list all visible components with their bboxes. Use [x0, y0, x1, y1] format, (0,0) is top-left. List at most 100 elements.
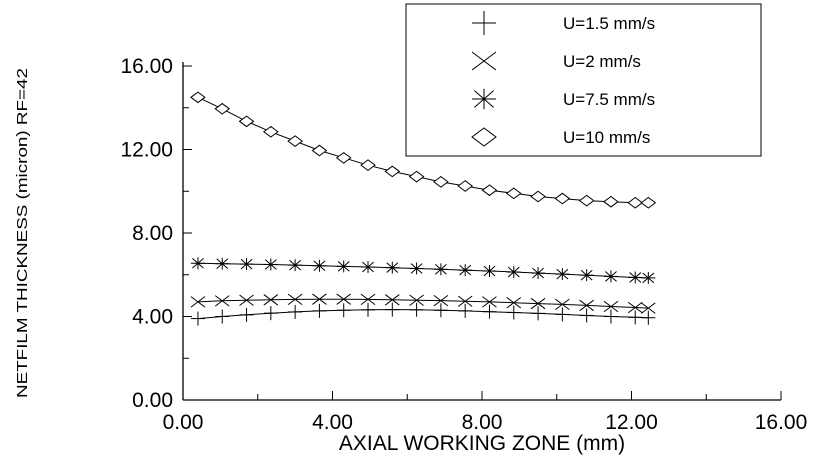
- series-star: [190, 257, 656, 284]
- point-marker: [361, 302, 376, 317]
- point-marker: [433, 294, 449, 307]
- x-stroke: [457, 295, 473, 307]
- series-plus: [190, 302, 656, 326]
- point-marker: [239, 307, 254, 322]
- x-stroke: [384, 294, 400, 306]
- point-marker: [287, 135, 303, 148]
- point-marker: [288, 259, 303, 272]
- x-axis-title: AXIAL WORKING ZONE (mm): [339, 432, 625, 455]
- diamond-shape: [457, 180, 474, 192]
- point-marker: [408, 170, 425, 183]
- legend-item: U=7.5 mm/s: [472, 88, 655, 110]
- point-marker: [385, 261, 400, 274]
- point-marker: [555, 268, 570, 281]
- point-marker: [641, 310, 656, 325]
- point-marker: [579, 299, 594, 312]
- star-d2: [483, 265, 496, 277]
- x-stroke: [603, 300, 619, 313]
- point-marker: [239, 258, 254, 271]
- star-d2: [362, 261, 374, 273]
- x-stroke: [471, 51, 497, 71]
- diamond-shape: [190, 91, 206, 104]
- point-marker: [555, 298, 570, 311]
- point-marker: [190, 296, 206, 308]
- point-marker: [628, 310, 643, 325]
- point-marker: [458, 303, 473, 318]
- y-tick-label: 8.00: [132, 222, 173, 245]
- x-tick-label: 0.00: [163, 411, 204, 434]
- series-line: [197, 309, 649, 320]
- diamond-shape: [311, 144, 328, 157]
- point-marker: [239, 294, 254, 306]
- point-marker: [530, 297, 546, 310]
- x-stroke: [555, 298, 570, 311]
- x-stroke: [336, 293, 352, 305]
- star-d2: [240, 258, 253, 270]
- point-marker: [579, 308, 594, 323]
- diamond-shape: [640, 196, 657, 209]
- point-marker: [336, 260, 351, 273]
- x-stroke: [627, 301, 643, 314]
- diamond-shape: [603, 195, 619, 208]
- diamond-shape: [360, 159, 376, 172]
- diamond-shape: [471, 127, 497, 147]
- point-marker: [361, 261, 376, 273]
- point-marker: [287, 293, 303, 306]
- point-marker: [628, 271, 643, 284]
- y-axis-title: NETFILM THICKNESS (micron) RF=42: [14, 68, 31, 398]
- point-marker: [603, 300, 619, 313]
- point-marker: [603, 270, 618, 283]
- x-stroke: [312, 293, 327, 305]
- point-marker: [472, 11, 496, 35]
- point-marker: [238, 115, 255, 128]
- series-layer: [190, 91, 657, 326]
- point-marker: [384, 165, 401, 178]
- point-marker: [531, 267, 546, 280]
- star-d2: [216, 258, 229, 269]
- point-marker: [312, 293, 327, 305]
- point-marker: [433, 303, 448, 318]
- star-d2: [556, 268, 569, 280]
- point-marker: [409, 294, 424, 306]
- point-marker: [336, 293, 352, 305]
- diamond-shape: [335, 151, 352, 164]
- diamond-shape: [287, 135, 303, 148]
- point-marker: [554, 192, 571, 205]
- x-stroke: [409, 294, 424, 306]
- point-marker: [482, 296, 497, 308]
- point-marker: [627, 301, 643, 314]
- star-d2: [507, 266, 520, 278]
- diamond-shape: [238, 115, 255, 128]
- point-marker: [409, 262, 424, 275]
- series-line: [197, 262, 649, 279]
- x-stroke: [287, 293, 303, 306]
- diamond-shape: [481, 184, 498, 197]
- point-marker: [603, 309, 618, 324]
- point-marker: [458, 264, 473, 277]
- star-d2: [459, 264, 472, 276]
- x-tick-label: 8.00: [462, 411, 503, 434]
- x-stroke: [506, 297, 522, 309]
- point-marker: [482, 265, 497, 277]
- y-tick-label: 0.00: [132, 389, 173, 412]
- x-stroke: [263, 294, 279, 306]
- point-marker: [531, 306, 546, 321]
- x-stroke: [482, 296, 497, 308]
- x-stroke: [530, 297, 546, 310]
- legend-label: U=2 mm/s: [563, 52, 641, 71]
- point-marker: [214, 102, 231, 115]
- point-marker: [506, 297, 522, 309]
- legend-label: U=7.5 mm/s: [563, 90, 655, 109]
- point-marker: [214, 295, 230, 307]
- point-marker: [360, 159, 376, 172]
- point-marker: [627, 196, 644, 209]
- point-marker: [578, 194, 595, 207]
- point-marker: [603, 195, 619, 208]
- diamond-shape: [408, 170, 425, 183]
- series-x: [190, 293, 656, 314]
- star-d2: [264, 259, 277, 270]
- legend-label: U=10 mm/s: [563, 128, 650, 147]
- point-marker: [482, 304, 497, 319]
- diamond-shape: [214, 102, 231, 115]
